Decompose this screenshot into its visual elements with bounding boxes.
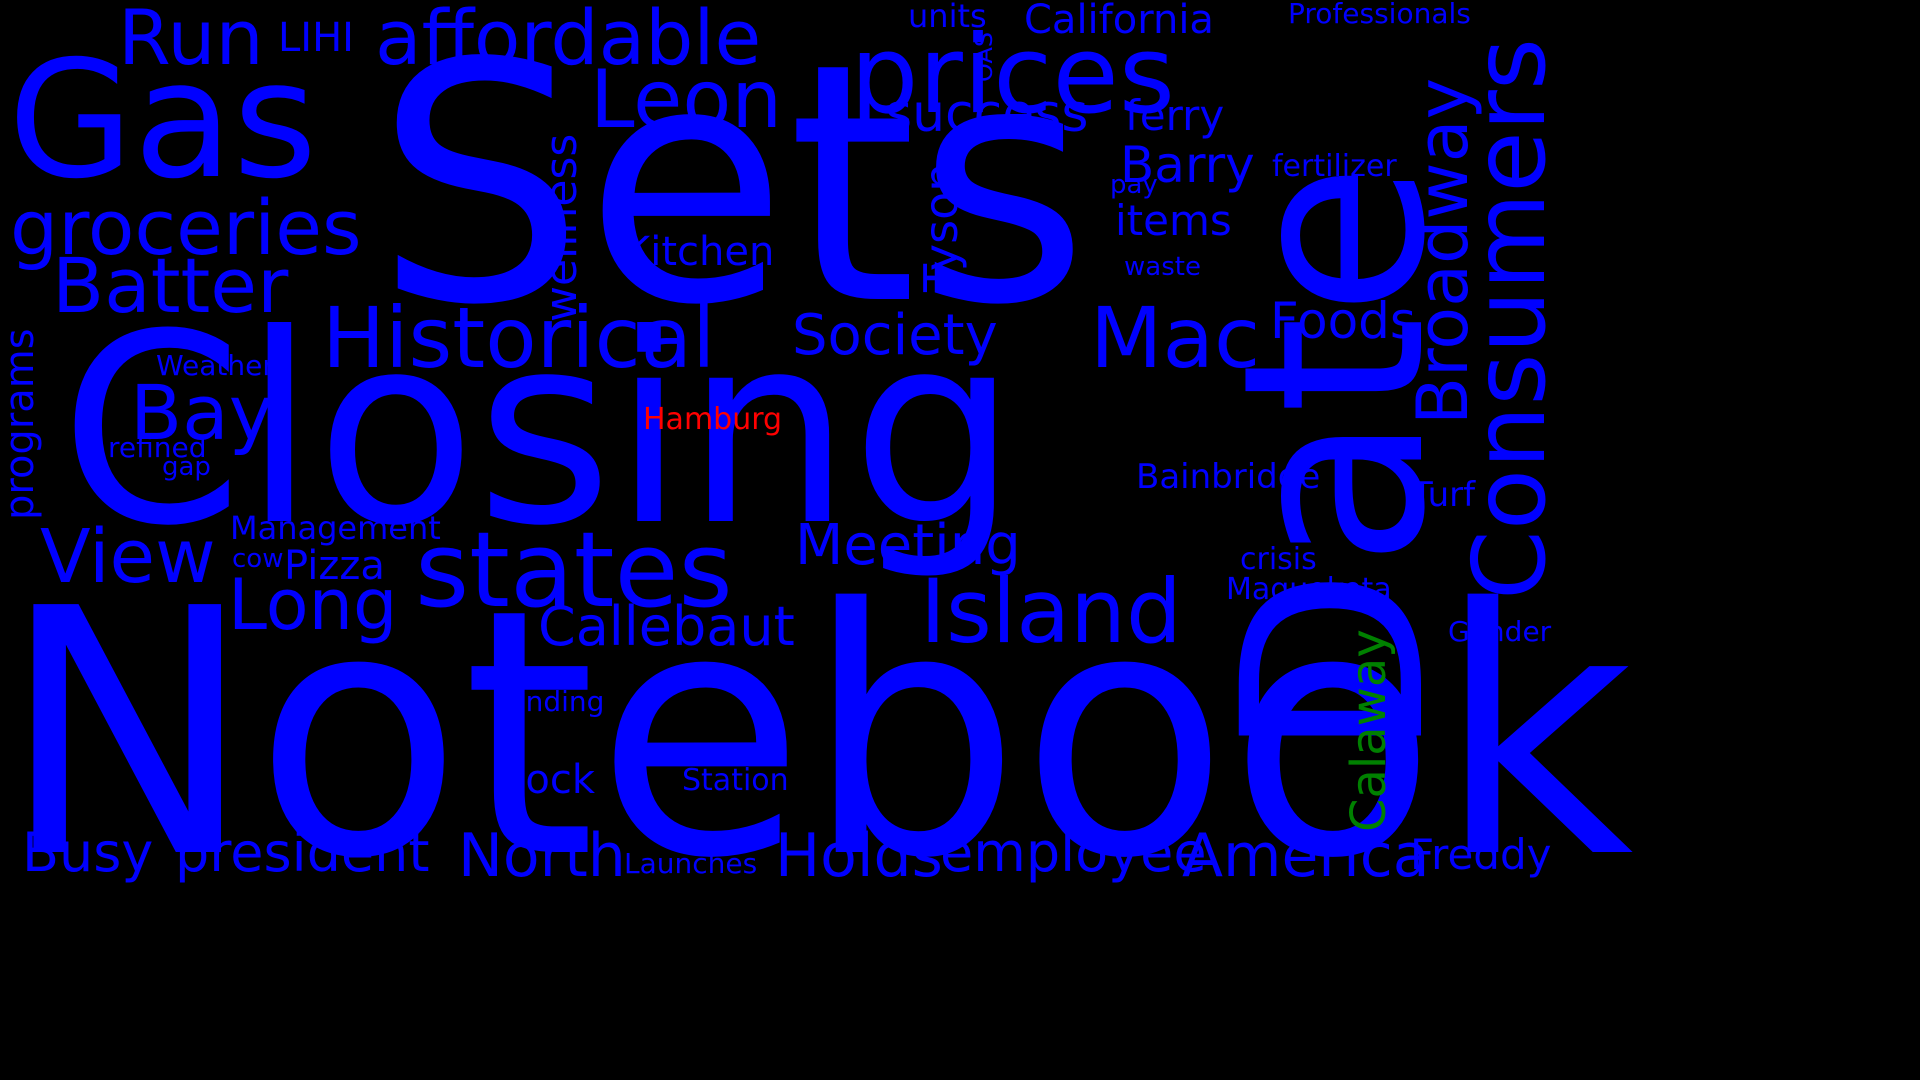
word-turf: Turf [1412,475,1476,515]
word-launches: Launches [624,847,758,880]
word-pay: pay [1110,170,1158,200]
word-north: North [458,821,626,891]
word-ferry: ferry [1125,91,1225,140]
word-employee: employee [940,821,1207,884]
word-gender: Gender [1448,615,1552,648]
word-freddy: Freddy [1410,830,1552,879]
word-kitchen: Kitchen [624,229,775,275]
word-station: Station [682,763,789,798]
word-california: California [1024,0,1214,43]
word-oas: OAS [970,31,998,82]
word-bay: Bay [130,368,274,457]
word-gas: Gas [8,27,318,215]
word-lihi: LIHI [278,15,354,61]
word-closing: Closing [60,278,1018,583]
word-wellness: wellness [536,133,587,322]
word-dock: dock [500,757,596,803]
word-weather: Weather [156,349,274,382]
word-pizza: Pizza [284,543,385,589]
word-historical: Historical [322,289,716,387]
word-waste: waste [1124,252,1201,282]
word-foods: Foods [1270,292,1416,350]
word-busy: Busy [22,821,154,884]
word-broadway: Broadway [1402,78,1484,425]
word-sets: Sets [375,0,1089,377]
word-fertilizer: fertilizer [1272,149,1397,184]
word-bainbridge: Bainbridge [1136,457,1321,497]
word-professionals: Professionals [1288,0,1471,30]
word-maquoketa: Maquoketa [1226,572,1392,607]
word-groceries: groceries [10,183,362,272]
word-hamburg: Hamburg [643,402,783,437]
word-units: units [908,0,987,35]
word-mac: Mac [1090,289,1261,387]
word-items: items [1115,196,1232,245]
word-tyson: Tyson [914,162,968,292]
word-island: Island [920,560,1182,663]
word-view: View [40,514,216,600]
word-prices: prices [850,13,1176,138]
word-states: states [415,509,733,631]
word-run: Run [118,0,264,82]
word-affordable: affordable [375,0,762,82]
word-funding: funding [498,685,605,718]
word-meeting: Meeting [795,513,1021,578]
word-cow: cow [232,544,284,574]
word-callebaut: Callebaut [538,595,795,658]
word-refined: refined [108,431,207,464]
word-menu: menu [179,657,220,760]
word-america: America [1182,821,1430,891]
word-gap: gap [162,452,211,482]
word-calaway: Calaway [1341,629,1397,832]
word-crisis: crisis [1240,542,1317,577]
word-barry: Barry [1120,136,1255,194]
word-management: Management [230,509,441,547]
word-holds: Holds [775,821,943,891]
word-society: Society [792,303,998,368]
word-batter: Batter [52,241,289,330]
word-long: Long [228,564,398,646]
word-success: success [885,84,1089,144]
word-president: president [175,821,430,884]
word-notebook: Notebook [0,537,1634,933]
word-leon: Leon [590,53,783,146]
word-programs: programs [0,328,43,520]
